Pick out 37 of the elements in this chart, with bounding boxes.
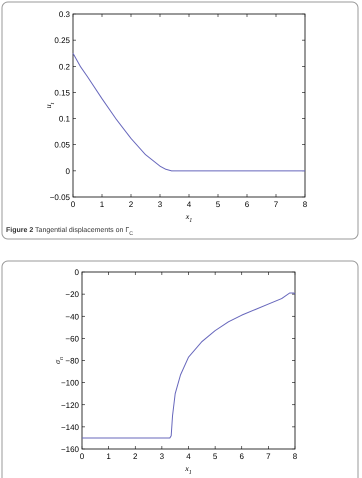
y-tick-label: 0.1 xyxy=(58,114,71,124)
y-tick-label: −160 xyxy=(60,445,80,454)
x-tick-label: 8 xyxy=(292,452,298,461)
y-tick-label: 0.3 xyxy=(58,10,71,19)
y-tick-label: −140 xyxy=(60,422,80,432)
y-tick-label: 0.25 xyxy=(54,36,71,46)
line-series xyxy=(82,292,296,438)
y-tick-label: 0.2 xyxy=(58,62,71,72)
y-tick-label: −0.05 xyxy=(50,193,71,202)
x-axis-title: x$_{1}$ xyxy=(184,212,192,224)
y-tick-label: −80 xyxy=(65,356,80,366)
x-tick-label: 8 xyxy=(302,200,308,209)
x-tick-label: 1 xyxy=(100,200,105,209)
y-tick-label: 0.15 xyxy=(54,88,71,98)
x-tick-label: 5 xyxy=(216,200,221,209)
x-tick-label: 1 xyxy=(106,452,112,461)
y-tick-label: 0.05 xyxy=(54,140,71,150)
x-tick-label: 5 xyxy=(212,452,218,461)
y-tick-label: 0 xyxy=(66,166,71,176)
y-tick-label: −60 xyxy=(65,334,80,344)
y-tick-label: −40 xyxy=(65,312,80,322)
y-tick-label: 0 xyxy=(74,268,80,277)
x-tick-label: 2 xyxy=(133,452,138,461)
x-tick-label: 6 xyxy=(244,200,250,209)
line-series xyxy=(72,52,306,172)
y-tick-label: −120 xyxy=(60,400,80,410)
x-tick-label: 3 xyxy=(158,200,163,209)
x-tick-label: 7 xyxy=(274,200,279,209)
x-tick-label: 4 xyxy=(186,200,192,209)
x-tick-label: 6 xyxy=(240,452,245,461)
x-tick-label: 4 xyxy=(186,452,192,461)
x-tick-label: 2 xyxy=(128,200,134,209)
y-tick-label: −20 xyxy=(65,290,80,300)
x-tick-label: 3 xyxy=(160,452,165,461)
y-tick-label: −100 xyxy=(60,378,80,388)
x-axis-title: x$_{1}$ xyxy=(184,464,192,476)
x-tick-label: 7 xyxy=(266,452,272,461)
